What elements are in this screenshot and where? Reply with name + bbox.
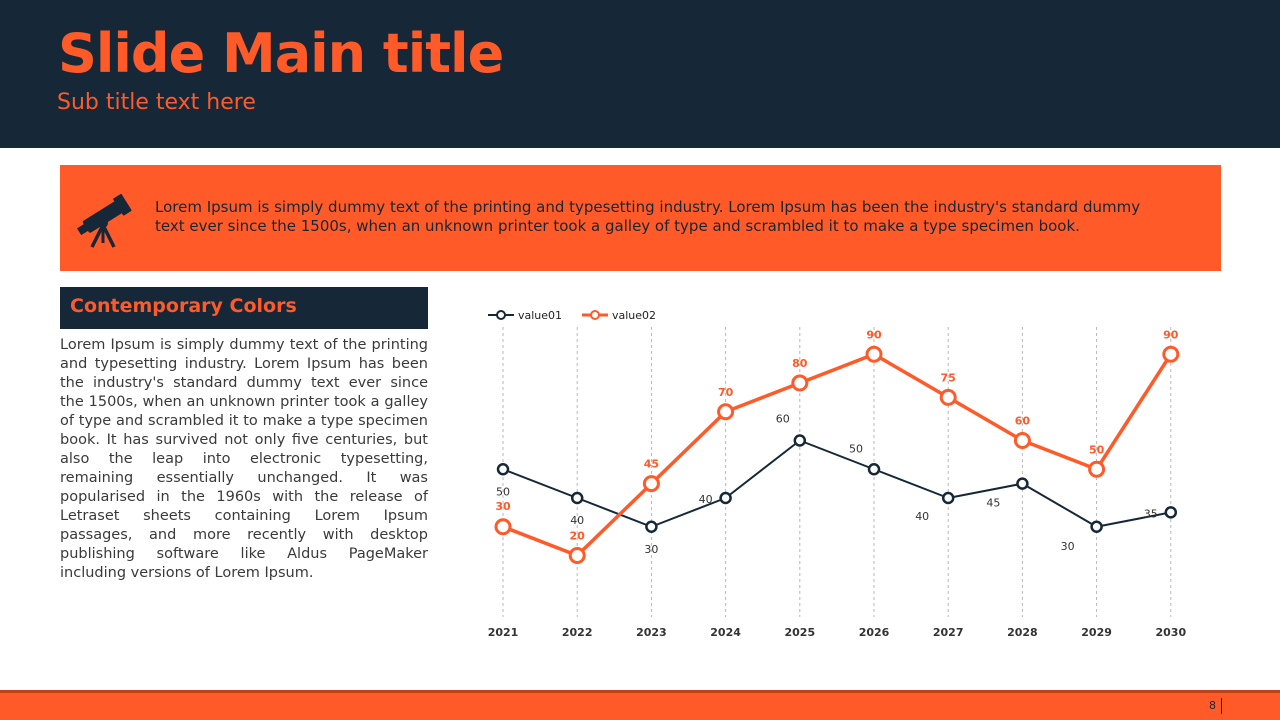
data-label-value02: 50 xyxy=(1089,443,1105,456)
series-line-value02 xyxy=(502,352,1173,558)
legend-swatch-marker xyxy=(496,310,506,320)
x-tick-label: 2029 xyxy=(1081,626,1112,639)
data-label-value02: 30 xyxy=(495,500,511,513)
data-point-value02 xyxy=(865,345,883,363)
data-label-value01: 40 xyxy=(699,493,713,506)
section-heading: Contemporary Colors xyxy=(70,295,297,317)
data-label-value01: 30 xyxy=(644,543,658,556)
x-tick-label: 2025 xyxy=(784,626,815,639)
page-title: Slide Main title xyxy=(58,22,504,85)
data-point-value01 xyxy=(941,491,955,505)
x-tick-label: 2028 xyxy=(1007,626,1038,639)
legend-label: value01 xyxy=(518,309,562,322)
header-bar: Slide Main title Sub title text here xyxy=(0,0,1280,148)
page-subtitle: Sub title text here xyxy=(57,90,256,115)
legend-label: value02 xyxy=(612,309,656,322)
intro-banner: Lorem Ipsum is simply dummy text of the … xyxy=(60,165,1221,271)
data-point-value02 xyxy=(642,475,660,493)
series-line-value01 xyxy=(502,439,1171,528)
data-label-value01: 50 xyxy=(496,485,510,498)
data-label-value01: 40 xyxy=(915,510,929,523)
line-chart: 2021 2022 2023 2024 2025 2026 2027 2028 2029 2030… xyxy=(488,309,1187,639)
data-point-value02 xyxy=(1162,345,1180,363)
data-label-value01: 30 xyxy=(1061,540,1075,553)
x-tick-label: 2023 xyxy=(636,626,667,639)
data-point-value01 xyxy=(867,463,881,476)
data-point-value01 xyxy=(645,520,658,533)
x-tick-label: 2027 xyxy=(933,626,964,639)
data-label-value02: 90 xyxy=(866,328,882,341)
data-label-value02: 75 xyxy=(941,371,956,384)
data-point-value01 xyxy=(570,491,584,505)
data-point-value02 xyxy=(494,518,512,536)
data-label-value01: 60 xyxy=(776,413,790,426)
data-label-value02: 20 xyxy=(570,530,586,543)
data-label-value02: 60 xyxy=(1015,415,1031,428)
data-point-value02 xyxy=(1013,432,1031,449)
data-point-value02 xyxy=(791,374,809,392)
section-body-text: Lorem Ipsum is simply dummy text of the … xyxy=(60,337,428,581)
legend-swatch-marker xyxy=(590,310,600,320)
data-label-value02: 70 xyxy=(718,386,734,399)
data-label-value01: 50 xyxy=(849,442,863,455)
data-point-value01 xyxy=(1090,520,1103,533)
telescope-icon xyxy=(76,193,132,248)
x-tick-label: 2021 xyxy=(488,626,519,639)
x-tick-label: 2022 xyxy=(562,626,593,639)
data-label-value01: 40 xyxy=(570,514,584,527)
data-point-value01 xyxy=(793,434,807,447)
page-number: 8 xyxy=(1209,698,1222,714)
data-label-value02: 45 xyxy=(644,458,659,471)
data-point-value01 xyxy=(719,491,732,505)
data-point-value01 xyxy=(1164,506,1178,519)
data-point-value02 xyxy=(717,403,735,421)
data-point-value01 xyxy=(1016,477,1029,490)
data-point-value02 xyxy=(568,547,586,564)
x-tick-label: 2024 xyxy=(710,626,741,639)
data-label-value02: 80 xyxy=(792,357,808,370)
x-tick-label: 2030 xyxy=(1155,626,1186,639)
data-label-value02: 90 xyxy=(1163,328,1179,341)
data-label-value01: 45 xyxy=(986,497,1000,510)
data-point-value02 xyxy=(939,388,957,406)
footer-bar xyxy=(0,690,1280,720)
data-point-value01 xyxy=(496,463,510,476)
x-tick-label: 2026 xyxy=(859,626,890,639)
banner-text: Lorem Ipsum is simply dummy text of the … xyxy=(155,198,1141,235)
data-label-value01: 35 xyxy=(1144,507,1158,520)
data-point-value02 xyxy=(1088,460,1106,478)
section-heading-box: Contemporary Colors xyxy=(60,287,428,329)
